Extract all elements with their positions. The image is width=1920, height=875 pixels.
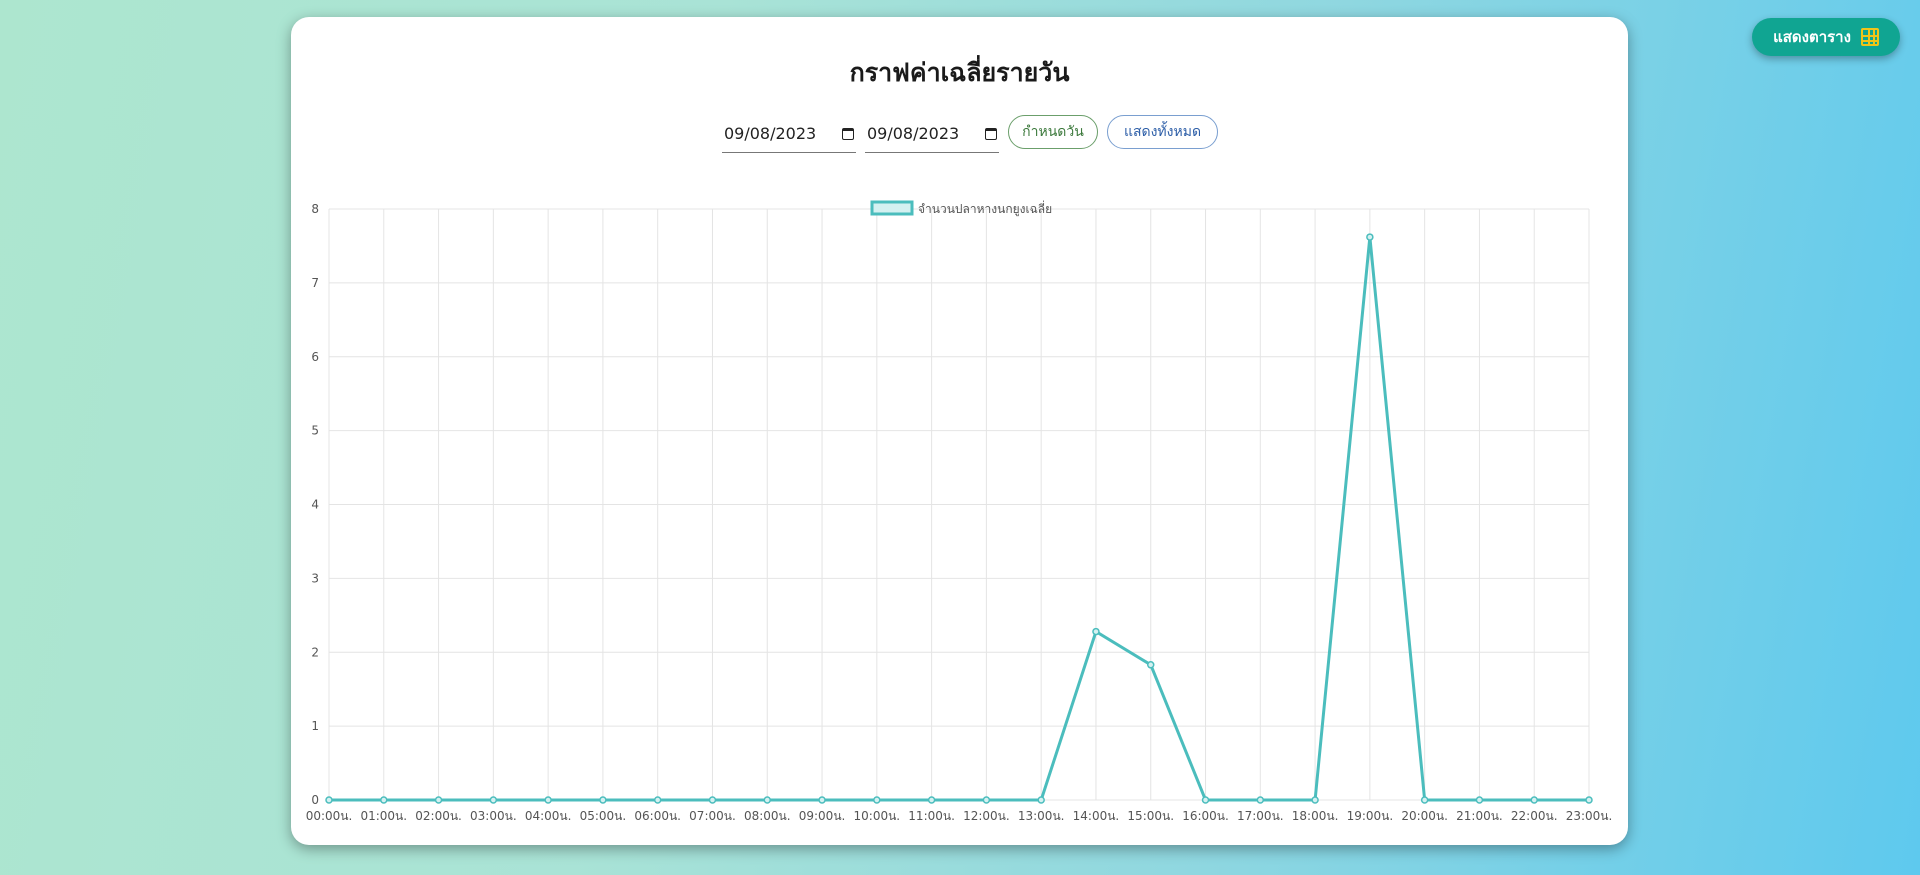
legend-label: จำนวนปลาหางนกยูงเฉลี่ย [918, 200, 1052, 217]
x-tick-label: 15:00น. [1127, 809, 1174, 823]
show-table-label: แสดงตาราง [1773, 28, 1851, 46]
y-tick-label: 3 [311, 571, 319, 585]
data-point [434, 796, 443, 804]
series-line [329, 236, 1589, 802]
data-point [1311, 796, 1319, 804]
start-date-input[interactable]: 09/08/2023 [722, 115, 856, 153]
x-tick-label: 18:00น. [1292, 809, 1339, 823]
data-point [653, 796, 662, 804]
x-tick-label: 00:00น. [306, 809, 353, 823]
data-point [1092, 627, 1100, 636]
x-tick-label: 01:00น. [360, 809, 407, 823]
page-title: กราฟค่าเฉลี่ยรายวัน [849, 58, 1070, 87]
x-tick-label: 07:00น. [689, 809, 736, 823]
set-date-button[interactable]: กำหนดวัน [1008, 115, 1098, 149]
y-tick-label: 4 [311, 498, 319, 512]
y-tick-label: 1 [311, 719, 319, 733]
x-tick-label: 22:00น. [1511, 809, 1558, 823]
calendar-icon[interactable] [842, 127, 854, 140]
line-chart: 0 1 2 3 4 5 6 7 8 00:00น. 01:00น. 02:00น. 03:00น. 04:… [306, 200, 1613, 823]
y-tick-label: 2 [311, 645, 319, 659]
x-tick-label: 09:00น. [799, 809, 846, 823]
x-tick-label: 10:00น. [854, 809, 901, 823]
end-date-input[interactable]: 09/08/2023 [865, 115, 999, 153]
x-tick-label: 06:00น. [634, 809, 681, 823]
x-tick-label: 14:00น. [1073, 809, 1120, 823]
x-tick-label: 17:00น. [1237, 809, 1284, 823]
data-point [763, 796, 772, 804]
data-point [927, 796, 936, 804]
data-point [982, 796, 991, 804]
data-point [1420, 796, 1429, 804]
x-tick-label: 05:00น. [580, 809, 627, 823]
y-tick-label: 8 [311, 202, 319, 216]
data-point [818, 796, 826, 804]
data-point [1366, 233, 1374, 241]
data-point [1585, 796, 1593, 804]
data-point [489, 796, 498, 804]
x-tick-label: 13:00น. [1018, 809, 1065, 823]
x-tick-label: 08:00น. [744, 809, 791, 823]
x-tick-label: 04:00น. [525, 809, 572, 823]
legend-swatch [870, 200, 914, 216]
y-tick-label: 7 [311, 276, 319, 290]
show-table-button[interactable]: แสดงตาราง [1752, 18, 1900, 56]
data-point [873, 796, 881, 804]
x-tick-label: 20:00น. [1401, 809, 1448, 823]
start-date-value: 09/08/2023 [724, 124, 817, 143]
x-tick-label: 16:00น. [1182, 809, 1229, 823]
y-tick-label: 6 [311, 350, 319, 364]
y-tick-label: 0 [311, 793, 319, 807]
data-point [1475, 796, 1484, 804]
data-point [708, 796, 717, 804]
x-tick-label: 11:00น. [908, 809, 955, 823]
x-tick-label: 12:00น. [963, 809, 1010, 823]
calendar-icon[interactable] [985, 127, 997, 140]
data-point [1146, 661, 1155, 669]
data-point [325, 796, 333, 804]
table-grid-icon [1860, 28, 1879, 46]
end-date-value: 09/08/2023 [867, 124, 960, 143]
data-point [1037, 796, 1045, 804]
data-point [380, 796, 388, 804]
x-tick-label: 23:00น. [1566, 809, 1613, 823]
data-point [1530, 796, 1538, 804]
x-tick-label: 02:00น. [415, 809, 462, 823]
data-point [1201, 796, 1210, 804]
x-tick-label: 19:00น. [1347, 809, 1394, 823]
x-tick-label: 21:00น. [1456, 809, 1503, 823]
data-point [599, 796, 607, 804]
data-point [544, 796, 552, 804]
x-tick-label: 03:00น. [470, 809, 517, 823]
show-all-button[interactable]: แสดงทั้งหมด [1107, 115, 1218, 149]
y-tick-label: 5 [311, 424, 319, 438]
chart-card: กราฟค่าเฉลี่ยรายวัน 09/08/2023 09/08/202… [291, 17, 1628, 845]
data-point [1256, 796, 1265, 804]
